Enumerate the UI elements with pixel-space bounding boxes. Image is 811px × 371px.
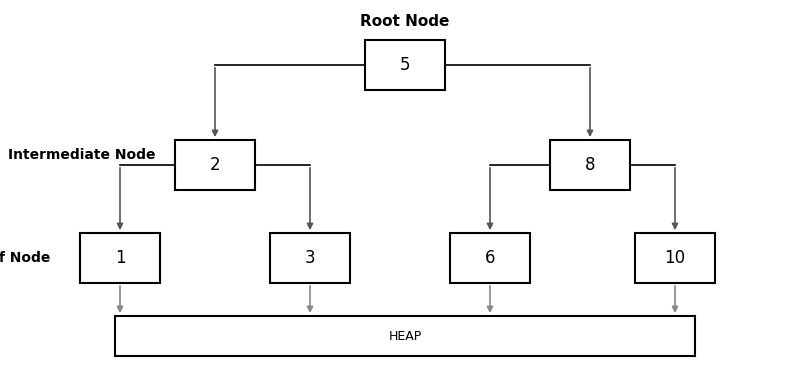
- Text: 8: 8: [585, 156, 595, 174]
- Text: Intermediate Node: Intermediate Node: [7, 148, 155, 162]
- Text: 1: 1: [114, 249, 126, 267]
- Bar: [365, 40, 445, 90]
- Text: 6: 6: [485, 249, 496, 267]
- Text: 10: 10: [664, 249, 685, 267]
- Bar: [80, 233, 160, 283]
- Bar: [450, 233, 530, 283]
- Text: Leaf Node: Leaf Node: [0, 251, 50, 265]
- Bar: [270, 233, 350, 283]
- Bar: [175, 140, 255, 190]
- Text: 3: 3: [305, 249, 315, 267]
- Text: Root Node: Root Node: [360, 14, 449, 29]
- Text: 2: 2: [210, 156, 221, 174]
- Bar: [115, 316, 695, 356]
- Bar: [550, 140, 630, 190]
- Text: 5: 5: [400, 56, 410, 74]
- Bar: [635, 233, 715, 283]
- Text: HEAP: HEAP: [388, 329, 422, 342]
